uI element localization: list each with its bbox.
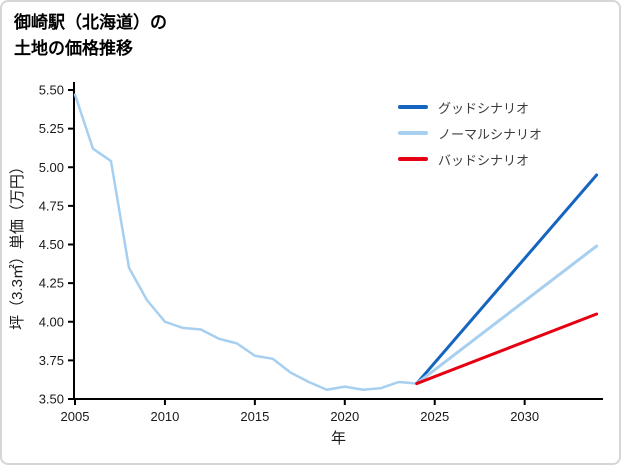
svg-text:4.50: 4.50 <box>39 237 64 252</box>
legend-label-normal: ノーマルシナリオ <box>438 126 543 142</box>
legend-line-bad-icon <box>398 157 428 161</box>
legend-label-bad: バッドシナリオ <box>438 152 530 168</box>
svg-text:4.25: 4.25 <box>39 276 64 291</box>
chart-title-line2: 土地の価格推移 <box>14 39 133 59</box>
svg-text:2020: 2020 <box>330 409 359 424</box>
svg-text:4.75: 4.75 <box>39 198 64 213</box>
svg-text:2010: 2010 <box>150 409 179 424</box>
legend-item-good-scenario: グッドシナリオ <box>398 94 542 120</box>
svg-text:年: 年 <box>331 430 346 447</box>
svg-text:3.50: 3.50 <box>39 392 64 407</box>
chart-title: 御崎駅（北海道）の 土地の価格推移 <box>14 10 167 63</box>
svg-text:2030: 2030 <box>510 409 539 424</box>
legend-label-good: グッドシナリオ <box>438 100 530 116</box>
svg-text:5.00: 5.00 <box>39 160 64 175</box>
legend-item-bad-scenario: バッドシナリオ <box>398 146 542 172</box>
svg-text:4.00: 4.00 <box>39 314 64 329</box>
svg-text:2025: 2025 <box>420 409 449 424</box>
chart-title-line1: 御崎駅（北海道）の <box>14 13 167 32</box>
legend-item-normal-scenario: ノーマルシナリオ <box>398 120 542 146</box>
svg-text:5.25: 5.25 <box>39 121 64 136</box>
svg-text:2005: 2005 <box>61 409 90 424</box>
svg-text:3.75: 3.75 <box>39 353 64 368</box>
chart-legend: グッドシナリオ ノーマルシナリオ バッドシナリオ <box>398 94 542 172</box>
svg-text:坪（3.3㎡）単価（万円）: 坪（3.3㎡）単価（万円） <box>9 159 26 330</box>
svg-text:2015: 2015 <box>240 409 269 424</box>
legend-line-normal-icon <box>398 131 428 135</box>
legend-line-good-icon <box>398 105 428 109</box>
svg-text:5.50: 5.50 <box>39 83 64 98</box>
